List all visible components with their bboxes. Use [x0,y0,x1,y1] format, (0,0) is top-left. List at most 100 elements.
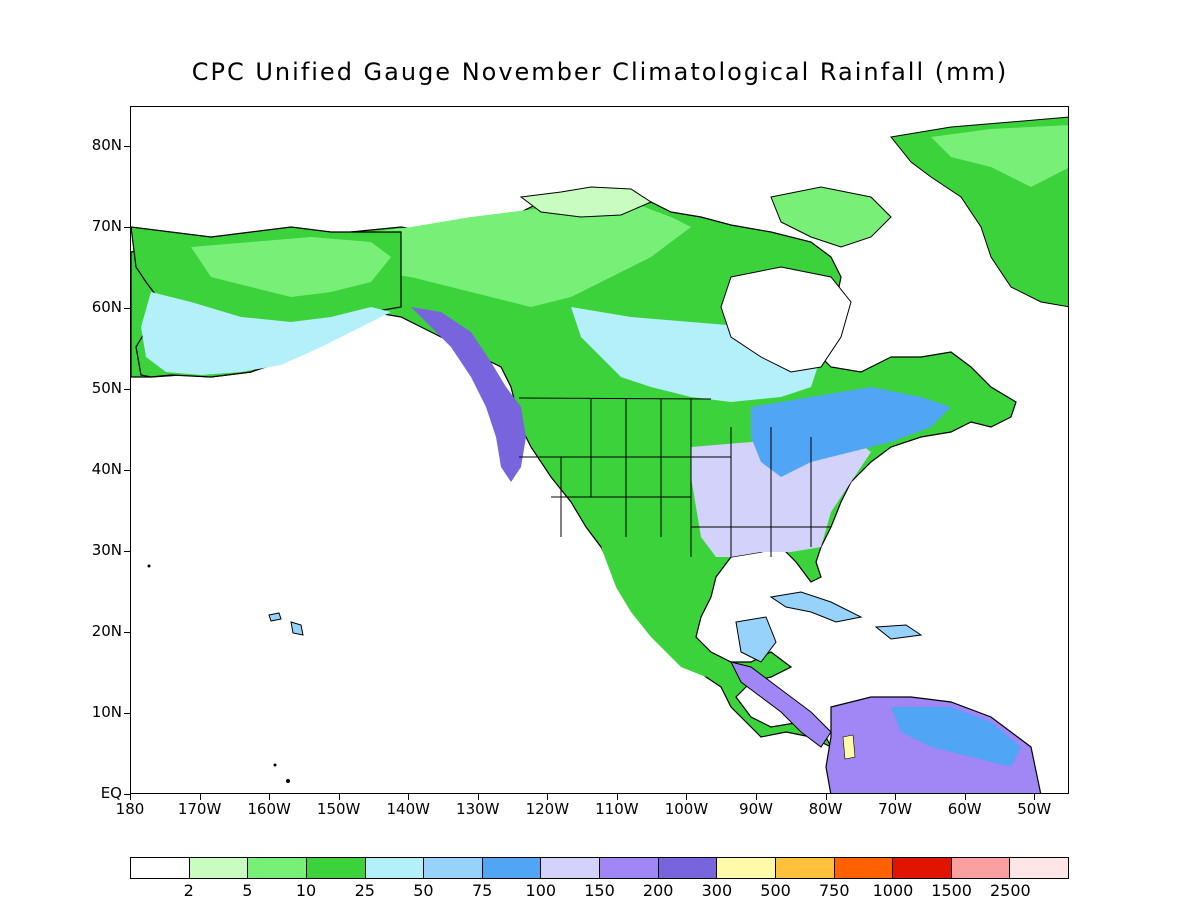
colorbar-swatch [131,858,190,878]
lat-tick-label: 10N [91,703,122,722]
hudson-bay [720,266,852,373]
mexico [601,547,711,677]
arctic-islands [519,186,653,218]
lon-tick-label: 60W [947,800,982,818]
colorbar-swatch [893,858,952,878]
lon-tick-label: 160W [247,800,291,818]
lon-tick [616,794,618,800]
alaska-interior [191,237,391,297]
lat-tick-label: 30N [91,541,122,560]
pacific-coast-high-rain [411,307,526,482]
lat-tick [124,470,130,472]
colorbar-label: 50 [413,881,434,900]
lat-tick-label: 70N [91,217,122,236]
colorbar-swatch [189,858,249,878]
lat-tick-label: 50N [91,379,122,398]
central-america [730,661,832,748]
lon-tick-label: 110W [595,800,639,818]
lon-tick [756,794,757,800]
colorbar-swatch [248,858,307,878]
south-america-medium [891,707,1021,767]
lat-tick [124,389,130,391]
lat-tick [124,632,130,634]
colorbar-swatch [951,858,1011,878]
rainfall-map [131,116,1068,793]
colombia-extreme [842,734,856,760]
colorbar-label: 300 [701,881,733,900]
colorbar-label: 500 [760,881,791,900]
colorbar-swatch [600,858,659,878]
lon-tick-label: 180 [115,800,145,818]
arctic-region [331,202,691,307]
lat-tick [124,146,130,148]
lon-tick [895,794,897,800]
lon-tick-label: 100W [664,800,709,818]
colorbar-swatch [306,858,366,878]
colorbar-label: 2500 [989,881,1031,900]
lat-tick [124,794,130,795]
colorbar-swatch [658,858,718,878]
lon-tick [408,794,410,800]
colorbar-swatch [717,858,776,878]
lon-tick [199,794,201,800]
colorbar-label: 1500 [931,881,972,900]
lon-tick [964,794,966,800]
map-title: CPC Unified Gauge November Climatologica… [191,58,1009,86]
colorbar-label: 75 [471,881,493,900]
colorbar-label: 1000 [872,881,914,900]
colorbar-label: 10 [295,881,317,900]
small-island [286,779,290,783]
hawaii-islands [268,612,304,636]
lat-tick [124,713,130,715]
lon-tick [547,794,549,800]
lon-tick [825,794,827,800]
lon-tick [477,794,479,800]
colorbar-label: 5 [242,881,253,900]
lon-tick [338,794,340,800]
colorbar-label: 150 [584,881,615,900]
lon-tick [1034,794,1036,800]
lon-tick-label: 70W [878,800,913,818]
lat-tick-label: 40N [91,460,122,479]
colorbar-label: 200 [642,881,674,900]
lat-tick [124,308,130,310]
yucatan [735,616,777,663]
lon-tick [130,794,131,800]
lat-tick [124,227,130,229]
lon-tick-label: 120W [525,800,570,818]
lat-tick [124,551,130,553]
colorbar-swatch [424,858,483,878]
colorbar-swatch [775,858,835,878]
small-island [273,763,277,767]
baffin-island [770,186,892,248]
lat-tick-label: 80N [91,136,122,155]
lon-tick-label: 170W [177,800,222,818]
colorbar-swatch [541,858,600,878]
lon-tick-label: 140W [386,800,430,818]
map-panel [130,106,1069,794]
lon-tick-label: 130W [456,800,500,818]
small-island [147,564,151,568]
lon-tick [269,794,271,800]
greenland-coast [931,125,1068,187]
colorbar-swatch [482,858,542,878]
alaska-coast [141,292,391,375]
lat-tick-label: EQ [100,784,122,802]
colorbar-label: 100 [525,881,557,900]
cuba [769,591,863,623]
lon-tick-label: 90W [739,800,773,818]
us-state-borders [400,232,831,557]
lat-tick-label: 60N [91,298,122,317]
rainfall-colorbar [130,857,1069,879]
lon-tick-label: 80W [808,800,843,818]
colorbar-label: 25 [354,881,375,900]
colorbar-swatch [1010,858,1068,878]
lon-tick-label: 150W [316,800,361,818]
colorbar-label: 2 [183,881,194,900]
hispaniola [874,624,923,640]
eastern-us-medium [751,387,951,477]
colorbar-swatch [834,858,894,878]
lon-tick [686,794,688,800]
lat-tick-label: 20N [91,622,122,641]
lon-tick-label: 50W [1017,800,1052,818]
